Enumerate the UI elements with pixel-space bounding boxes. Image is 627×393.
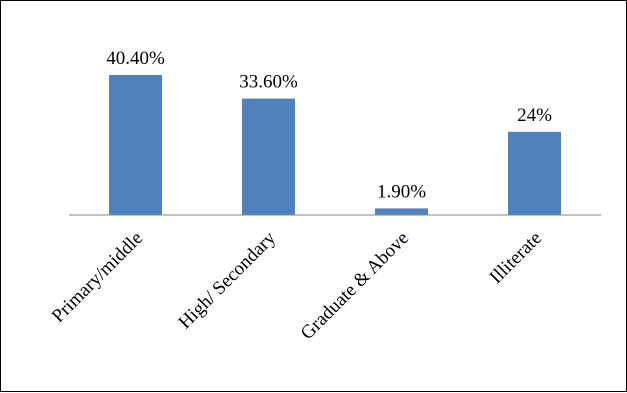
bar-1: [109, 75, 162, 215]
data-label-2: 33.60%: [239, 72, 298, 93]
x-tick-label-4: Illiterate: [486, 228, 546, 288]
bar-3: [375, 208, 428, 215]
data-label-3: 1.90%: [377, 181, 426, 202]
data-labels-layer: 40.40% 33.60% 1.90% 24%: [106, 48, 552, 202]
data-label-4: 24%: [517, 105, 552, 126]
tick-labels-layer: Primary/middle High/ Secondary Graduate & …: [48, 227, 546, 344]
bars-layer: [109, 75, 561, 215]
data-label-1: 40.40%: [106, 48, 165, 69]
bar-2: [242, 98, 295, 215]
x-tick-label-2: High/ Secondary: [175, 227, 281, 333]
bar-4: [508, 131, 561, 215]
x-tick-label-1: Primary/middle: [48, 228, 147, 327]
x-tick-label-3: Graduate & Above: [297, 228, 413, 344]
